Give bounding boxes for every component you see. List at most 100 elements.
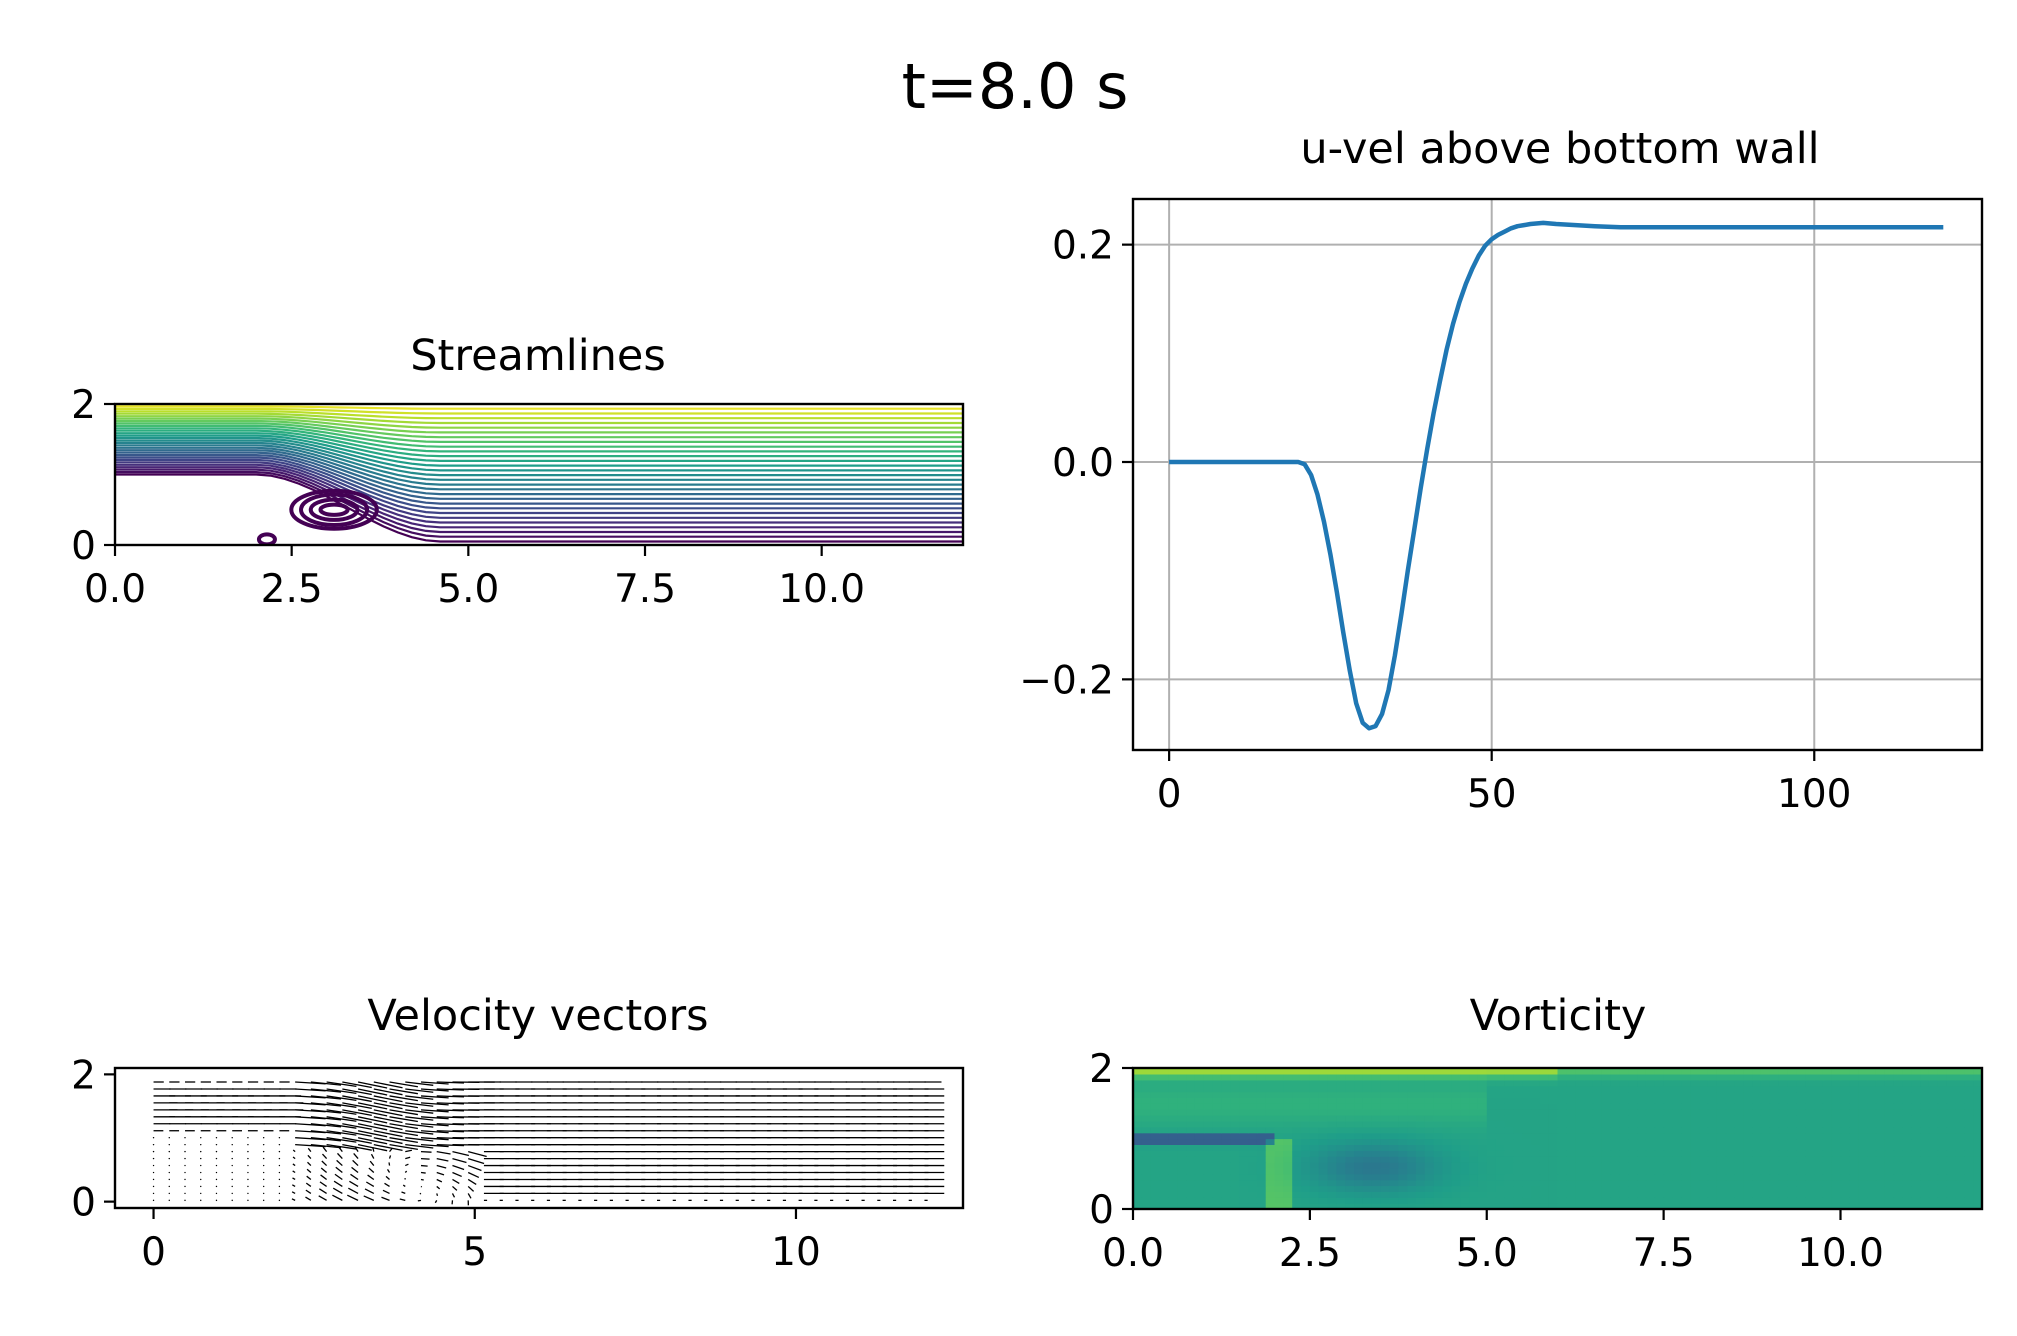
vorticity-cell xyxy=(1354,1203,1364,1209)
vorticity-cell xyxy=(1752,1103,1762,1110)
vorticity-cell xyxy=(1495,1073,1505,1081)
vorticity-cell xyxy=(1318,1197,1329,1204)
vorticity-cell xyxy=(1539,1156,1550,1163)
vorticity-cell xyxy=(1194,1144,1205,1151)
vorticity-cell xyxy=(1928,1185,1939,1192)
vorticity-cell xyxy=(1601,1073,1612,1081)
quiver-arrow xyxy=(468,1150,487,1158)
vorticity-cell xyxy=(1292,1156,1302,1163)
vorticity-cell xyxy=(1645,1162,1656,1169)
quiver-arrow xyxy=(310,1102,342,1107)
quiver-arrow xyxy=(215,1164,218,1167)
vorticity-cell xyxy=(1371,1167,1382,1175)
vorticity-cell xyxy=(1911,1191,1921,1198)
vorticity-cell xyxy=(1424,1097,1435,1104)
vorticity-cell xyxy=(1194,1120,1205,1128)
vorticity-cell xyxy=(1486,1085,1497,1093)
streamlines-xaxis: 0.0 2.5 5.0 7.5 10.0 xyxy=(84,545,865,612)
vorticity-cell xyxy=(1389,1120,1399,1128)
quiver-arrow xyxy=(452,1178,460,1184)
vorticity-cell xyxy=(1398,1126,1408,1134)
vorticity-cell xyxy=(1707,1144,1718,1151)
vorticity-cell xyxy=(1955,1120,1965,1128)
vorticity-cell xyxy=(1460,1091,1470,1098)
vorticity-cell xyxy=(1637,1126,1647,1134)
vorticity-cell xyxy=(1256,1091,1267,1098)
vorticity-cell xyxy=(1831,1191,1842,1198)
vorticity-cell xyxy=(1796,1162,1806,1169)
vorticity-cell xyxy=(1469,1103,1479,1110)
vorticity-cell xyxy=(1504,1073,1514,1081)
vorticity-cell xyxy=(1734,1085,1744,1093)
vorticity-cell xyxy=(1875,1179,1886,1187)
vorticity-cell xyxy=(1221,1097,1231,1104)
vorticity-cell xyxy=(1362,1203,1373,1209)
quiver-arrow xyxy=(405,1109,434,1114)
uvel-xtick-label: 0 xyxy=(1157,772,1182,817)
eddy-contour xyxy=(299,492,370,527)
vorticity-cell xyxy=(1778,1079,1788,1087)
vorticity-cell xyxy=(1327,1173,1337,1181)
vorticity-cell xyxy=(1760,1085,1771,1093)
vorticity-cell xyxy=(1645,1068,1656,1075)
vorticity-cell xyxy=(1292,1167,1302,1175)
vorticity-cell xyxy=(1327,1120,1337,1128)
vorticity-cell xyxy=(1274,1191,1284,1198)
quiver-arrow xyxy=(200,1171,202,1174)
vorticity-cell xyxy=(1787,1191,1797,1198)
vorticity-cell xyxy=(1318,1156,1329,1163)
vorticity-cell xyxy=(1460,1203,1470,1209)
quiver-arrow xyxy=(215,1143,218,1146)
vorticity-cell xyxy=(1398,1091,1408,1098)
vorticity-cell xyxy=(1601,1132,1612,1140)
vorticity-cell xyxy=(1194,1185,1205,1192)
vorticity-cell xyxy=(1849,1079,1859,1087)
quiver-arrow xyxy=(200,1178,202,1181)
vorticity-cell xyxy=(1522,1073,1532,1081)
vorticity-cell xyxy=(1875,1203,1886,1209)
quiver-axes-frame xyxy=(113,1066,965,1210)
vorticity-cell xyxy=(1495,1185,1505,1192)
vorticity-cell xyxy=(1814,1185,1824,1192)
vorticity-cell xyxy=(1354,1115,1364,1122)
vorticity-cell xyxy=(1292,1126,1302,1134)
vorticity-cell xyxy=(1469,1185,1479,1192)
vorticity-cell xyxy=(1133,1079,1143,1087)
vorticity-cell xyxy=(1637,1115,1647,1122)
vorticity-cell xyxy=(1159,1191,1169,1198)
vorticity-cell xyxy=(1946,1091,1956,1098)
vorticity-cell xyxy=(1601,1179,1612,1187)
quiver-arrow xyxy=(215,1199,218,1202)
vorticity-cell xyxy=(1522,1162,1532,1169)
vorticity-cell xyxy=(1973,1167,1982,1175)
quiver-arrow xyxy=(420,1095,449,1099)
vorticity-cell xyxy=(1301,1138,1311,1145)
vorticity-cell xyxy=(1902,1156,1912,1163)
vorticity-cell xyxy=(1840,1162,1850,1169)
vorticity-cell xyxy=(1610,1085,1620,1093)
vorticity-cell xyxy=(1513,1179,1523,1187)
quiver-arrow xyxy=(215,1171,218,1174)
vorticity-cell xyxy=(1203,1120,1214,1128)
vorticity-cell xyxy=(1814,1150,1824,1157)
vorticity-cell xyxy=(1336,1103,1346,1110)
vorticity-cell xyxy=(1707,1085,1718,1093)
vorticity-cell xyxy=(1486,1068,1497,1075)
vorticity-cell xyxy=(1752,1115,1762,1122)
vorticity-cell xyxy=(1822,1197,1833,1204)
vorticity-cell xyxy=(1336,1179,1346,1187)
vorticity-cell xyxy=(1141,1079,1152,1087)
vorticity-cell xyxy=(1734,1173,1744,1181)
vorticity-cell xyxy=(1292,1091,1302,1098)
vorticity-cell xyxy=(1212,1126,1222,1134)
vorticity-cell xyxy=(1725,1103,1735,1110)
quiver-ytick-label: 2 xyxy=(71,1053,96,1098)
vorticity-cell xyxy=(1504,1109,1514,1116)
vorticity-cell xyxy=(1239,1073,1249,1081)
vorticity-cell xyxy=(1159,1138,1169,1145)
vorticity-cell xyxy=(1477,1191,1488,1198)
vorticity-cell xyxy=(1327,1185,1337,1192)
vorticity-cell xyxy=(1920,1138,1930,1145)
vorticity-cell xyxy=(1743,1144,1753,1151)
vorticity-cell xyxy=(1309,1179,1320,1187)
